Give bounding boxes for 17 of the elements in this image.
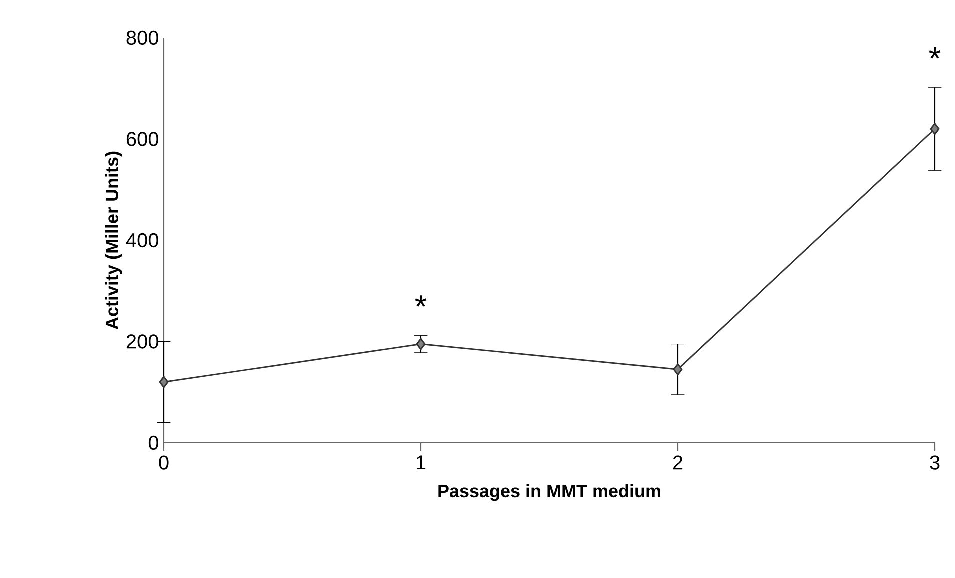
x-tick-label: 0 [159,456,169,470]
x-tick-label: 1 [416,456,426,470]
y-tick-label: 800 [126,30,158,46]
y-tick-label: 200 [126,334,158,349]
y-tick-label: 0 [148,436,158,450]
annotation: * [415,296,427,307]
annotation: * [929,48,941,59]
point [416,338,426,350]
y-tick-label: 600 [126,132,158,146]
point [673,364,683,376]
x-tick-label: 3 [930,456,940,470]
y-tick-label: 400 [126,233,158,248]
x-tick-label: 2 [673,456,683,470]
point [930,123,940,136]
x-axis-title: Passages in MMT medium [438,484,660,502]
point [159,376,169,388]
y-axis-title: Activity (Miller Units) [105,152,122,330]
